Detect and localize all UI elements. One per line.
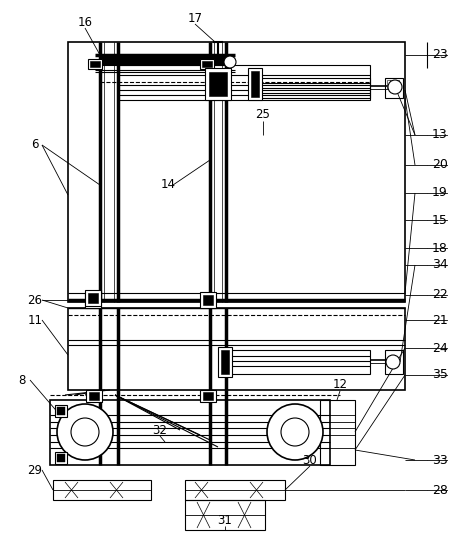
Circle shape: [224, 56, 236, 68]
Bar: [203, 392, 213, 400]
Bar: [88, 295, 98, 305]
Text: 8: 8: [18, 374, 26, 386]
Bar: [393, 80, 396, 88]
Text: 29: 29: [28, 464, 42, 477]
Text: 19: 19: [432, 187, 448, 199]
Bar: [118, 65, 370, 100]
Circle shape: [71, 418, 99, 446]
Text: 14: 14: [160, 178, 176, 191]
Bar: [185, 500, 265, 530]
Bar: [228, 350, 370, 374]
Text: 35: 35: [432, 369, 448, 382]
Text: 26: 26: [28, 294, 42, 307]
Bar: [86, 390, 102, 402]
Bar: [320, 400, 355, 465]
Text: 20: 20: [432, 159, 448, 172]
Bar: [185, 480, 285, 500]
Text: 16: 16: [77, 16, 93, 28]
Bar: [200, 390, 216, 402]
Bar: [55, 452, 67, 464]
Bar: [200, 292, 216, 308]
Text: 30: 30: [302, 453, 317, 466]
Bar: [55, 405, 67, 417]
Bar: [258, 78, 370, 98]
Text: 21: 21: [432, 314, 448, 326]
Circle shape: [386, 355, 400, 369]
Bar: [57, 407, 65, 415]
Text: 6: 6: [31, 138, 39, 152]
Bar: [248, 68, 262, 100]
Text: 34: 34: [432, 258, 448, 272]
Circle shape: [57, 404, 113, 460]
Bar: [390, 80, 392, 88]
Bar: [203, 295, 213, 305]
Bar: [100, 55, 226, 65]
Bar: [200, 59, 214, 69]
Text: 13: 13: [432, 129, 448, 142]
Bar: [85, 290, 101, 306]
Circle shape: [281, 418, 309, 446]
Text: 18: 18: [432, 242, 448, 255]
Bar: [396, 80, 398, 88]
Bar: [68, 42, 405, 302]
Text: 25: 25: [255, 108, 271, 122]
Bar: [221, 350, 229, 374]
Text: 11: 11: [28, 314, 42, 326]
Text: 22: 22: [432, 288, 448, 301]
Bar: [88, 293, 98, 303]
Text: 33: 33: [432, 453, 448, 466]
Bar: [88, 59, 102, 69]
Text: 23: 23: [432, 48, 448, 62]
Bar: [57, 454, 65, 462]
Bar: [385, 350, 403, 374]
Circle shape: [388, 80, 402, 94]
Bar: [205, 68, 231, 100]
Bar: [251, 71, 259, 97]
Bar: [89, 392, 99, 400]
Bar: [53, 480, 151, 500]
Bar: [85, 292, 101, 308]
Circle shape: [267, 404, 323, 460]
Bar: [385, 78, 403, 98]
Bar: [218, 347, 232, 377]
Text: 28: 28: [432, 483, 448, 496]
Text: 17: 17: [188, 11, 202, 25]
Bar: [387, 80, 390, 88]
Bar: [90, 61, 100, 67]
Text: 31: 31: [218, 513, 232, 526]
Bar: [202, 61, 212, 67]
Text: 32: 32: [153, 423, 167, 436]
Text: 12: 12: [332, 378, 348, 391]
Bar: [50, 400, 330, 465]
Text: 24: 24: [432, 341, 448, 354]
Bar: [68, 308, 405, 390]
Text: 15: 15: [432, 213, 448, 227]
Bar: [209, 72, 227, 96]
